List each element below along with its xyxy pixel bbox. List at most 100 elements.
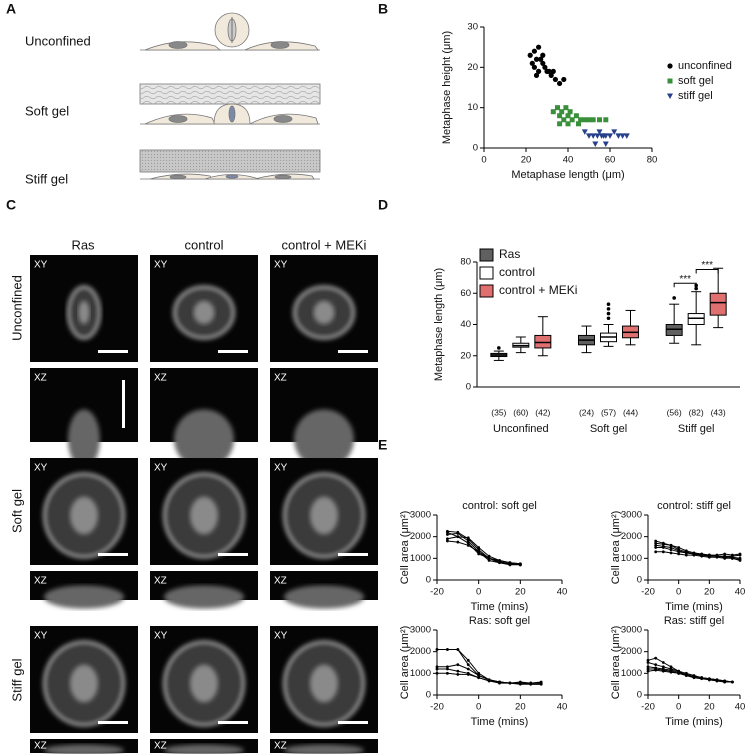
scatter-point: [597, 117, 602, 123]
data-point: [435, 667, 439, 671]
data-point: [487, 556, 491, 560]
y-tick-label: 3000: [410, 625, 431, 636]
chromosome-image: [193, 300, 215, 325]
data-point: [446, 530, 449, 534]
data-point: [677, 552, 681, 556]
scatter-point: [576, 121, 581, 127]
chromosome-image: [310, 664, 338, 703]
x-tick-label: 40: [735, 702, 746, 713]
data-point: [456, 540, 460, 544]
x-tick-label: 40: [563, 155, 574, 166]
outlier: [694, 286, 698, 291]
scale-bar: [338, 350, 368, 353]
data-point: [646, 658, 650, 662]
x-tick-label: Unconfined: [493, 423, 549, 435]
data-point: [446, 667, 449, 671]
x-tick-label: Stiff gel: [678, 423, 715, 435]
cell-section: [284, 585, 364, 609]
scatter-point: [582, 117, 588, 123]
data-point: [723, 555, 727, 559]
data-point: [661, 661, 665, 664]
y-tick-label: 1000: [410, 668, 431, 679]
view-label: XZ: [274, 373, 287, 384]
x-tick-label: 0: [676, 587, 681, 598]
x-tick-label: 20: [515, 702, 526, 713]
data-point: [684, 674, 688, 677]
scale-bar: [98, 553, 128, 556]
outlier: [672, 296, 676, 300]
condition-label: Soft gel: [25, 103, 69, 118]
data-point: [498, 680, 501, 684]
y-axis-label: Metaphase length (μm): [433, 268, 445, 381]
data-point: [466, 673, 470, 676]
scatter-point: [550, 109, 556, 115]
data-point: [456, 673, 460, 676]
view-label: XY: [34, 463, 48, 474]
y-tick-label: 1000: [410, 553, 431, 564]
data-point: [684, 553, 688, 557]
cell-section: [164, 585, 244, 609]
scatter-point: [559, 109, 565, 115]
data-point: [669, 551, 673, 555]
legend-marker: [667, 93, 673, 99]
data-point: [466, 667, 470, 671]
scale-bar: [98, 721, 128, 724]
count-label: (44): [623, 407, 638, 417]
scale-bar: [338, 721, 368, 724]
series-line: [437, 649, 542, 684]
view-label: XZ: [154, 741, 167, 752]
y-tick-label: 2000: [410, 531, 431, 542]
schematic-stiff-gel: [139, 149, 321, 180]
data-point: [435, 671, 439, 675]
data-point: [466, 536, 470, 540]
chromosome-image: [190, 664, 218, 703]
x-axis-label: Metaphase length (μm): [511, 169, 624, 181]
outlier: [606, 311, 611, 316]
count-label: (56): [667, 407, 682, 417]
view-label: XZ: [34, 576, 47, 587]
x-tick-label: 40: [557, 702, 568, 713]
scatter-point: [533, 72, 540, 78]
scatter-point: [550, 68, 556, 74]
data-point: [446, 537, 449, 541]
data-point: [466, 539, 470, 543]
data-point: [477, 552, 481, 556]
data-point: [738, 552, 742, 556]
scatter-point: [552, 76, 559, 83]
data-point: [715, 554, 719, 558]
y-tick-label: 0: [473, 143, 478, 154]
data-point: [446, 665, 449, 669]
data-point: [446, 671, 449, 675]
data-point: [654, 539, 658, 543]
scatter-point: [619, 133, 626, 139]
cell-section: [68, 409, 100, 469]
outlier: [497, 346, 501, 350]
scatter-point: [529, 60, 535, 66]
x-tick-label: -20: [641, 702, 655, 713]
cell-section: [284, 744, 364, 754]
series-line: [655, 540, 741, 561]
scatter-point: [590, 133, 597, 139]
data-point: [677, 550, 681, 554]
data-point: [700, 554, 704, 558]
data-point: [661, 665, 665, 669]
data-point: [654, 667, 658, 671]
x-axis-label: Time (mins): [665, 601, 723, 613]
x-tick-label: 80: [647, 155, 658, 166]
data-point: [669, 546, 673, 549]
panel-label: E: [378, 437, 387, 453]
series-line: [447, 531, 521, 565]
box: [709, 292, 727, 316]
y-tick-label: 0: [466, 382, 471, 393]
x-tick-label: 20: [704, 702, 715, 713]
scatter-point: [602, 133, 609, 139]
count-label: (24): [579, 407, 594, 417]
data-point: [654, 656, 658, 660]
data-point: [684, 549, 688, 553]
scatter-point: [586, 117, 592, 123]
chromosome-image: [70, 664, 98, 703]
scatter-point: [565, 121, 571, 127]
x-tick-label: 0: [476, 587, 481, 598]
outlier: [606, 316, 611, 321]
